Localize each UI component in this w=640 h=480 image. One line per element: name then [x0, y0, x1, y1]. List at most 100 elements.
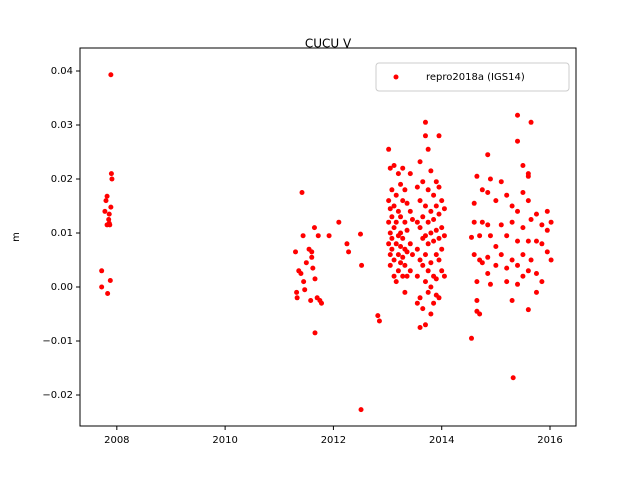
point — [428, 208, 434, 214]
point — [425, 289, 431, 295]
point — [102, 208, 108, 214]
point — [417, 325, 423, 331]
point — [357, 231, 363, 237]
point — [398, 230, 404, 236]
point — [528, 257, 534, 263]
point — [395, 171, 401, 177]
point — [99, 268, 105, 274]
y-tick-label: −0.01 — [42, 336, 73, 347]
point — [441, 273, 447, 279]
point — [471, 219, 477, 225]
point — [504, 233, 510, 239]
point — [417, 198, 423, 204]
point — [539, 279, 545, 285]
y-tick-label: 0.00 — [51, 282, 73, 293]
point — [441, 233, 447, 239]
point — [528, 119, 534, 125]
point — [436, 133, 442, 139]
point — [485, 190, 491, 196]
point — [498, 179, 504, 185]
point — [407, 268, 413, 274]
point — [387, 206, 393, 212]
point — [509, 298, 515, 304]
point — [433, 276, 439, 282]
point — [425, 146, 431, 152]
point — [400, 273, 406, 279]
point — [395, 208, 401, 214]
point — [425, 187, 431, 193]
point — [106, 220, 112, 226]
point — [387, 252, 393, 258]
point — [309, 249, 315, 255]
point — [422, 252, 428, 258]
point — [404, 227, 410, 233]
point — [485, 222, 491, 228]
point — [439, 198, 445, 204]
point — [420, 214, 426, 220]
point — [493, 262, 499, 268]
point — [436, 295, 442, 301]
point — [525, 307, 531, 313]
point — [493, 244, 499, 250]
point — [504, 265, 510, 271]
point — [300, 233, 306, 239]
point — [433, 252, 439, 258]
point — [515, 208, 521, 214]
point — [509, 219, 515, 225]
point — [485, 152, 491, 158]
point — [395, 252, 401, 258]
point — [294, 289, 300, 295]
point — [420, 306, 426, 312]
point — [422, 119, 428, 125]
point — [422, 233, 428, 239]
point — [525, 238, 531, 244]
y-axis-label: m — [11, 232, 22, 242]
point — [105, 290, 111, 296]
point — [436, 257, 442, 263]
point — [548, 219, 554, 225]
point — [407, 208, 413, 214]
point — [509, 257, 515, 263]
point — [389, 187, 395, 193]
point — [404, 249, 410, 255]
point — [107, 278, 113, 284]
point — [520, 163, 526, 169]
point — [428, 284, 434, 290]
legend-marker — [393, 74, 399, 80]
point — [441, 206, 447, 212]
point — [393, 192, 399, 198]
point — [498, 222, 504, 228]
point — [393, 241, 399, 247]
point — [498, 252, 504, 258]
point — [407, 241, 413, 247]
x-tick-label: 2008 — [104, 435, 129, 446]
point — [525, 173, 531, 179]
point — [402, 262, 408, 268]
point — [402, 289, 408, 295]
point — [477, 311, 483, 317]
point — [391, 257, 397, 263]
point — [103, 198, 109, 204]
point — [393, 279, 399, 285]
point — [474, 279, 480, 285]
point — [109, 176, 115, 182]
point — [468, 335, 474, 341]
point — [487, 281, 493, 287]
point — [504, 192, 510, 198]
point — [398, 181, 404, 187]
point — [428, 311, 434, 317]
point — [301, 279, 307, 285]
point — [510, 375, 516, 381]
point — [417, 295, 423, 301]
point — [417, 225, 423, 231]
point — [311, 225, 317, 231]
point — [387, 165, 393, 171]
point — [400, 254, 406, 260]
point — [479, 187, 485, 193]
point — [108, 204, 114, 210]
point — [326, 233, 332, 239]
point — [533, 271, 539, 277]
point — [485, 271, 491, 277]
point — [493, 198, 499, 204]
point — [108, 171, 114, 177]
